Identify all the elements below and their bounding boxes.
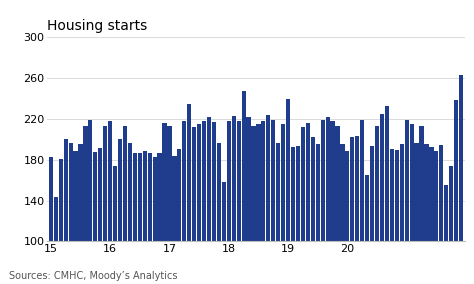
Bar: [429, 147, 434, 241]
Bar: [266, 115, 270, 241]
Bar: [424, 144, 428, 241]
Bar: [88, 120, 92, 241]
Bar: [291, 147, 295, 241]
Text: Housing starts: Housing starts: [47, 19, 147, 33]
Bar: [301, 127, 305, 241]
Bar: [93, 153, 98, 241]
Bar: [330, 121, 335, 241]
Text: Sources: CMHC, Moody’s Analytics: Sources: CMHC, Moody’s Analytics: [9, 271, 178, 281]
Bar: [281, 124, 285, 241]
Bar: [73, 151, 78, 241]
Bar: [187, 105, 191, 241]
Bar: [59, 158, 63, 241]
Bar: [108, 121, 112, 241]
Bar: [128, 143, 132, 241]
Bar: [296, 146, 300, 241]
Bar: [242, 91, 246, 241]
Bar: [227, 121, 231, 241]
Bar: [69, 143, 73, 241]
Bar: [380, 114, 384, 241]
Bar: [256, 124, 261, 241]
Bar: [385, 106, 389, 241]
Bar: [271, 120, 275, 241]
Bar: [400, 144, 404, 241]
Bar: [444, 185, 448, 241]
Bar: [173, 156, 176, 241]
Bar: [246, 117, 251, 241]
Bar: [326, 117, 330, 241]
Bar: [261, 121, 265, 241]
Bar: [355, 136, 359, 241]
Bar: [54, 197, 58, 241]
Bar: [459, 75, 463, 241]
Bar: [133, 153, 137, 241]
Bar: [405, 120, 409, 241]
Bar: [212, 122, 216, 241]
Bar: [197, 124, 201, 241]
Bar: [237, 121, 241, 241]
Bar: [118, 139, 122, 241]
Bar: [251, 126, 255, 241]
Bar: [336, 126, 339, 241]
Bar: [390, 149, 394, 241]
Bar: [370, 146, 374, 241]
Bar: [360, 120, 365, 241]
Bar: [410, 124, 414, 241]
Bar: [276, 143, 280, 241]
Bar: [310, 137, 315, 241]
Bar: [143, 151, 147, 241]
Bar: [414, 143, 419, 241]
Bar: [138, 153, 142, 241]
Bar: [103, 126, 107, 241]
Bar: [286, 99, 290, 241]
Bar: [177, 149, 182, 241]
Bar: [316, 144, 320, 241]
Bar: [64, 139, 68, 241]
Bar: [202, 121, 206, 241]
Bar: [365, 175, 369, 241]
Bar: [182, 121, 186, 241]
Bar: [454, 100, 458, 241]
Bar: [113, 166, 117, 241]
Bar: [350, 137, 355, 241]
Bar: [375, 126, 379, 241]
Bar: [306, 123, 310, 241]
Bar: [98, 148, 102, 241]
Bar: [232, 116, 236, 241]
Bar: [449, 166, 453, 241]
Bar: [163, 123, 167, 241]
Bar: [395, 151, 399, 241]
Bar: [419, 126, 424, 241]
Bar: [434, 151, 438, 241]
Bar: [49, 156, 53, 241]
Bar: [78, 144, 82, 241]
Bar: [167, 126, 172, 241]
Bar: [123, 126, 127, 241]
Bar: [439, 145, 443, 241]
Bar: [192, 127, 196, 241]
Bar: [217, 143, 221, 241]
Bar: [340, 144, 345, 241]
Bar: [207, 117, 211, 241]
Bar: [320, 120, 325, 241]
Bar: [153, 156, 157, 241]
Bar: [345, 151, 349, 241]
Bar: [147, 153, 152, 241]
Bar: [83, 126, 88, 241]
Bar: [222, 182, 226, 241]
Bar: [157, 153, 162, 241]
